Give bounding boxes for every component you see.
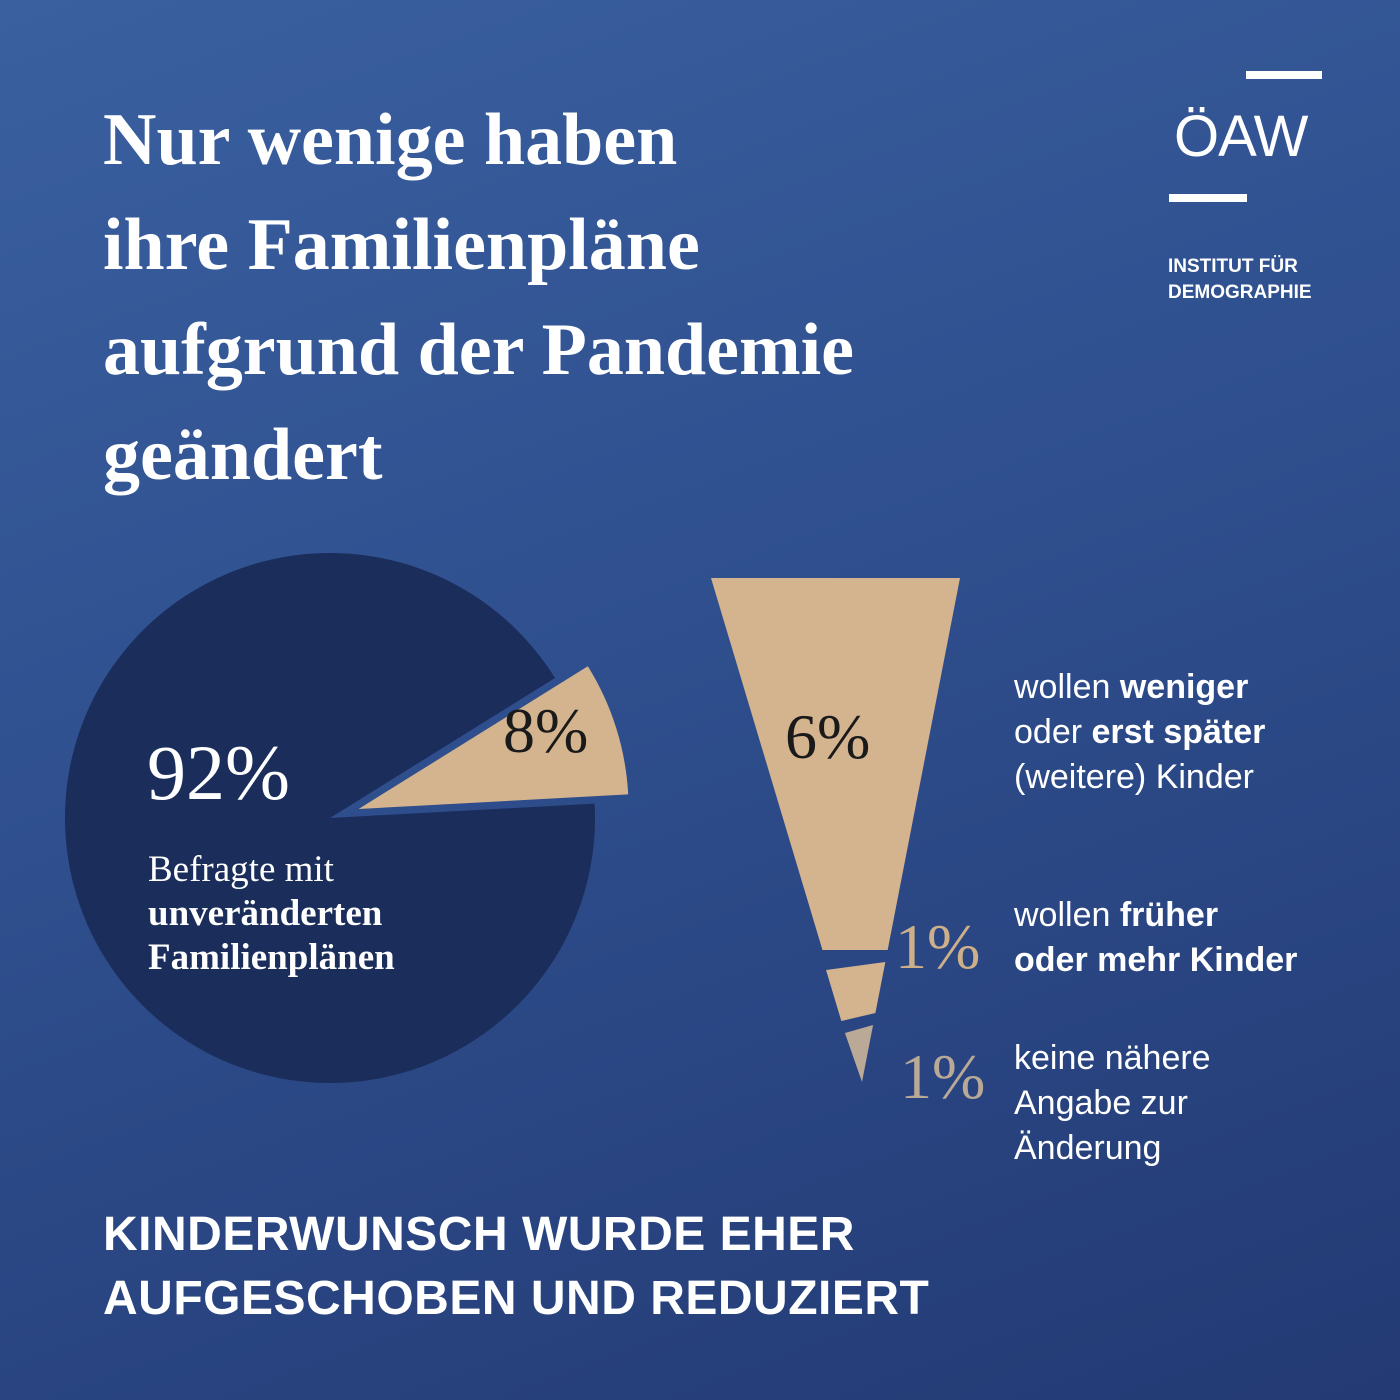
logo-institute-line: INSTITUT FÜR bbox=[1168, 256, 1298, 277]
breakdown-value-label: 1% bbox=[895, 911, 981, 982]
breakdown-wedge-fewer-later bbox=[711, 578, 960, 950]
breakdown-wedge-earlier-more bbox=[826, 962, 886, 1021]
title-line: aufgrund der Pandemie bbox=[103, 309, 855, 391]
desc-line: wollen früher bbox=[1014, 896, 1219, 934]
desc-line: oder mehr Kinder bbox=[1014, 941, 1298, 979]
pie-main-description: Befragte mit unveränderten Familienpläne… bbox=[148, 848, 395, 980]
title-line: Nur wenige haben bbox=[103, 99, 678, 181]
desc-line: Angabe zur bbox=[1014, 1084, 1188, 1122]
pie-desc-line: unveränderten bbox=[148, 893, 383, 934]
logo-institute-name: INSTITUT FÜR DEMOGRAPHIE bbox=[1168, 254, 1312, 306]
breakdown-description: wollen weniger oder erst später (weitere… bbox=[1014, 665, 1265, 800]
pie-slice-value-label: 8% bbox=[503, 695, 589, 766]
desc-line: Änderung bbox=[1014, 1129, 1162, 1167]
logo-bar-middle bbox=[1169, 194, 1247, 202]
oeaw-logo: ÖAW INSTITUT FÜR DEMOGRAPHIE bbox=[1166, 68, 1346, 308]
footer-line: KINDERWUNSCH WURDE EHER bbox=[103, 1208, 855, 1261]
title-line: ihre Familienpläne bbox=[103, 204, 700, 286]
breakdown-wedge-unspecified bbox=[844, 1025, 874, 1082]
desc-line: keine nähere bbox=[1014, 1039, 1211, 1077]
pie-desc-line: Befragte mit bbox=[148, 849, 334, 890]
logo-institute-line: DEMOGRAPHIE bbox=[1168, 282, 1312, 303]
logo-mark: ÖAW bbox=[1174, 104, 1308, 169]
pie-main-value-label: 92% bbox=[147, 729, 290, 816]
footer-line: AUFGESCHOBEN UND REDUZIERT bbox=[103, 1272, 930, 1325]
logo-bar-top bbox=[1246, 71, 1322, 79]
breakdown-value-label: 6% bbox=[785, 701, 871, 772]
breakdown-description: wollen früher oder mehr Kinder bbox=[1014, 893, 1297, 983]
breakdown-description: keine nähere Angabe zur Änderung bbox=[1014, 1036, 1211, 1171]
pie-desc-line: Familienplänen bbox=[148, 937, 395, 978]
desc-line: wollen weniger bbox=[1014, 668, 1249, 706]
desc-line: oder erst später bbox=[1014, 713, 1266, 751]
pie-slice-unchanged bbox=[65, 553, 595, 1084]
page-title: Nur wenige haben ihre Familienpläne aufg… bbox=[103, 88, 1063, 508]
pie-slice-changed bbox=[358, 666, 629, 809]
desc-line: (weitere) Kinder bbox=[1014, 758, 1254, 796]
footer-headline: KINDERWUNSCH WURDE EHER AUFGESCHOBEN UND… bbox=[103, 1203, 929, 1331]
title-line: geändert bbox=[103, 414, 383, 496]
breakdown-value-label: 1% bbox=[900, 1041, 986, 1112]
